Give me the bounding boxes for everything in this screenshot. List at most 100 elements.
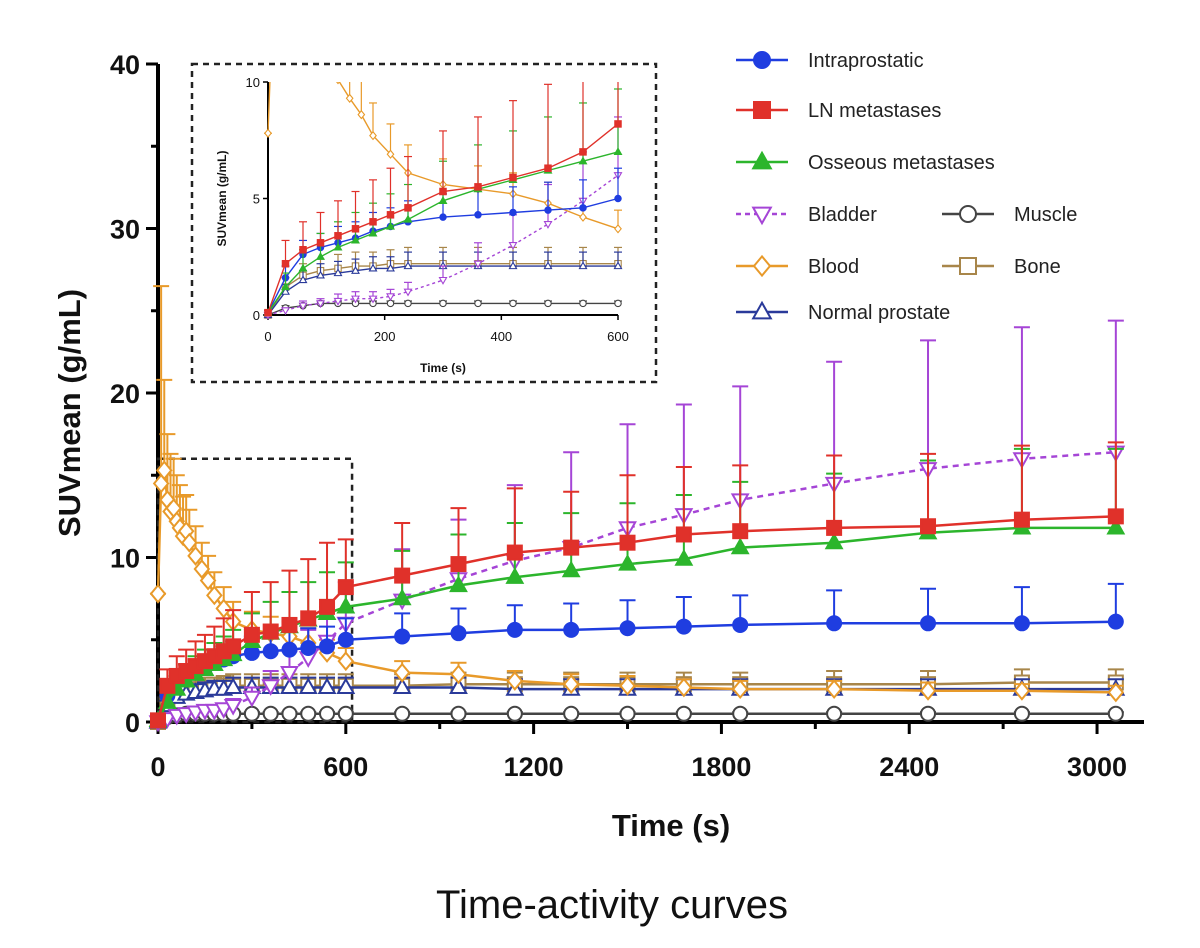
data-point [316,300,325,309]
data-point [319,598,336,615]
data-point [506,705,523,722]
data-point [243,626,260,643]
data-point [474,299,482,308]
data-point [919,680,937,701]
legend-marker [753,101,771,119]
series-line [157,450,1116,724]
data-point [508,241,518,250]
data-point [351,265,360,274]
x-tick-label: 1200 [504,752,564,782]
data-point [306,36,312,44]
data-point [351,295,360,304]
data-point [1107,705,1124,722]
data-point [281,307,290,316]
legend-item-bone: Bone [942,256,1061,278]
data-point [543,221,553,229]
data-point [730,537,750,555]
data-point [193,559,211,579]
data-point [281,282,290,291]
data-point [337,651,355,672]
data-point [223,698,243,716]
data-point [337,579,354,596]
data-point [563,621,580,638]
data-point [282,0,288,4]
data-point [1013,705,1030,722]
data-point [731,679,749,700]
data-point [563,705,580,722]
data-point [619,534,636,551]
data-point [732,616,749,633]
inset-frame [190,62,658,384]
legend-marker [959,205,977,223]
data-point [404,204,412,212]
data-point [336,82,340,85]
data-point [1106,517,1126,535]
inset-x-tick-label: 600 [607,329,629,344]
data-point [300,639,317,656]
data-point [509,208,517,217]
data-point [333,268,343,277]
legend-label: Blood [808,256,859,278]
data-point [449,575,468,593]
data-point [351,225,360,233]
data-point [386,263,395,272]
data-point [613,261,623,270]
data-point [386,211,395,219]
legend-item-blood: Blood [736,254,859,278]
inset-chart: 0 5 10 0 200 400 600 Time (s) SUVmean (g/mL) [190,0,658,384]
data-point [187,545,204,566]
data-point [505,567,525,584]
data-point [619,620,636,637]
x-tick-label: 3000 [1067,752,1127,782]
legend-marker [751,150,773,170]
data-point [675,677,693,698]
data-point [336,596,356,614]
legend-label: Normal prostate [808,302,950,324]
data-point [319,705,336,722]
data-point [334,232,342,240]
data-point [403,288,413,297]
data-point [562,674,580,695]
data-point [150,712,166,729]
data-point [544,206,552,214]
data-point [509,299,517,308]
data-point [351,235,360,244]
data-point [1013,680,1031,701]
data-point [439,187,447,196]
legend-item-bladder: Bladder [736,204,877,226]
data-point [920,518,937,535]
series-ln [150,441,1124,729]
series-line [267,174,619,316]
legend-label: Muscle [1014,204,1077,226]
figure-caption: Time-activity curves [436,883,788,927]
inset-x-tick-label: 200 [374,329,396,344]
data-point [561,560,581,578]
data-point [474,211,482,219]
data-point [438,196,448,204]
data-point [264,308,272,317]
data-point [149,583,167,604]
x-tick-label: 600 [323,752,368,782]
data-point [298,263,308,272]
data-point [369,130,377,141]
data-point [368,228,378,237]
data-point [392,677,412,695]
data-point [675,705,692,722]
data-point [544,164,552,172]
data-point [336,677,356,695]
data-point [614,299,622,308]
y-axis-title: SUVmean (g/mL) [52,289,87,537]
data-point [280,666,299,683]
data-point [298,275,308,284]
series-normal-prostate [263,251,623,319]
data-point [826,615,843,632]
data-point [614,194,622,203]
data-point [294,8,300,16]
data-point [394,705,411,722]
data-point [614,224,622,234]
data-point [298,302,308,311]
data-point [438,276,448,285]
legend-item-osseous: Osseous metastases [736,150,995,174]
series-muscle [150,705,1124,730]
